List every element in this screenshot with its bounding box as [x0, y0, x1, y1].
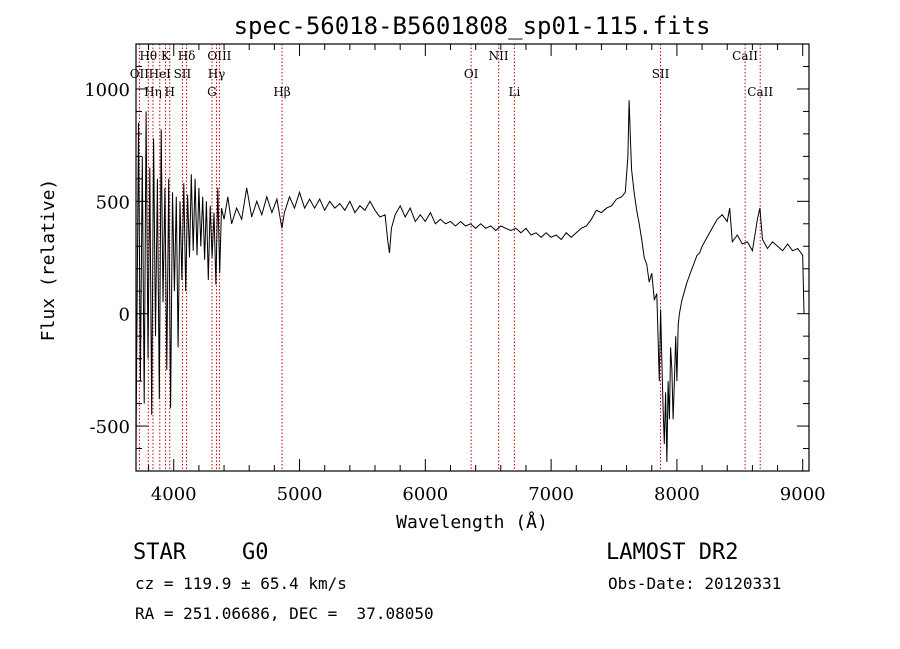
line-label: Li [508, 85, 520, 99]
y-tick-label: 0 [119, 305, 130, 326]
x-tick-label: 8000 [654, 484, 700, 505]
y-tick-label: 500 [96, 192, 130, 213]
x-tick-label: 4000 [151, 484, 197, 505]
x-tick-label: 5000 [277, 484, 323, 505]
x-tick-label: 7000 [528, 484, 574, 505]
line-label: Hγ [208, 67, 226, 81]
redshift-velocity: cz = 119.9 ± 65.4 km/s [135, 574, 347, 593]
observation-date: Obs-Date: 20120331 [608, 574, 782, 593]
line-label: Hδ [178, 49, 196, 63]
line-identification-markers [138, 44, 761, 471]
plot-frame [135, 43, 810, 472]
line-label: OIII [207, 49, 231, 63]
line-label: SII [652, 67, 670, 81]
y-axis-title: Flux (relative) [38, 179, 59, 342]
y-axis-ticks: -500 0 500 1000 [84, 43, 809, 450]
object-subclass: G0 [242, 540, 269, 565]
line-label: CaII [747, 85, 773, 99]
line-label: H [164, 85, 174, 99]
x-tick-label: 9000 [780, 484, 826, 505]
object-class: STAR [133, 540, 186, 565]
line-label: CaII [732, 49, 758, 63]
spectrum-line [135, 100, 805, 463]
line-label: Hη [144, 85, 162, 99]
line-label: OI [464, 67, 479, 81]
chart-title: spec-56018-B5601808_sp01-115.fits [234, 12, 711, 40]
line-label: NII [489, 49, 509, 63]
x-axis-title: Wavelength (Å) [396, 511, 548, 533]
line-label: K [161, 49, 171, 63]
line-label: HeI [149, 67, 172, 81]
y-tick-label: 1000 [84, 80, 130, 101]
line-label: Hβ [273, 85, 290, 99]
y-tick-label: -500 [90, 417, 130, 438]
line-label: OII [130, 67, 150, 81]
survey-name: LAMOST DR2 [606, 540, 739, 565]
line-label: G [207, 85, 217, 99]
line-label: Hθ [139, 49, 157, 63]
x-axis-ticks: 4000 5000 6000 7000 8000 9000 [148, 44, 826, 505]
line-label: SII [174, 67, 192, 81]
x-tick-label: 6000 [402, 484, 448, 505]
coordinates: RA = 251.06686, DEC = 37.08050 [135, 604, 434, 623]
